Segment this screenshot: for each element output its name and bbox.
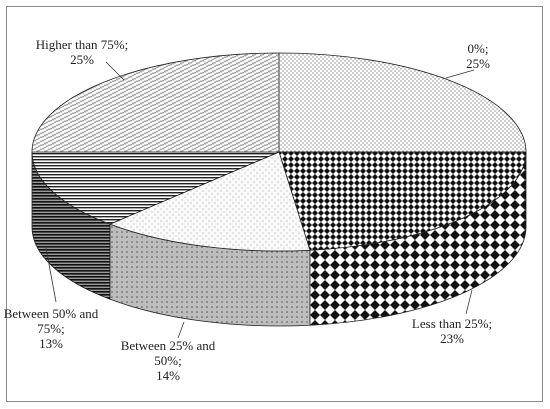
- pie-slice: [31, 52, 280, 153]
- label-leader-line: [45, 247, 57, 303]
- slice-label: 0%; 25%: [466, 41, 490, 71]
- label-leader-line: [465, 289, 473, 315]
- pie-slice: [108, 151, 311, 252]
- pie-slice: [278, 52, 527, 153]
- pie-slice: [31, 151, 280, 225]
- slice-label: Between 50% and 75%; 13%: [4, 306, 99, 351]
- label-leader-line: [105, 61, 125, 81]
- slice-label: Between 25% and 50%; 14%: [121, 338, 216, 383]
- label-leader-line: [177, 321, 185, 339]
- label-leader-line: [445, 69, 475, 79]
- slice-label: Higher than 75%; 25%: [36, 37, 128, 67]
- pie-slice: [278, 151, 527, 251]
- slice-label: Less than 25%; 23%: [412, 316, 492, 346]
